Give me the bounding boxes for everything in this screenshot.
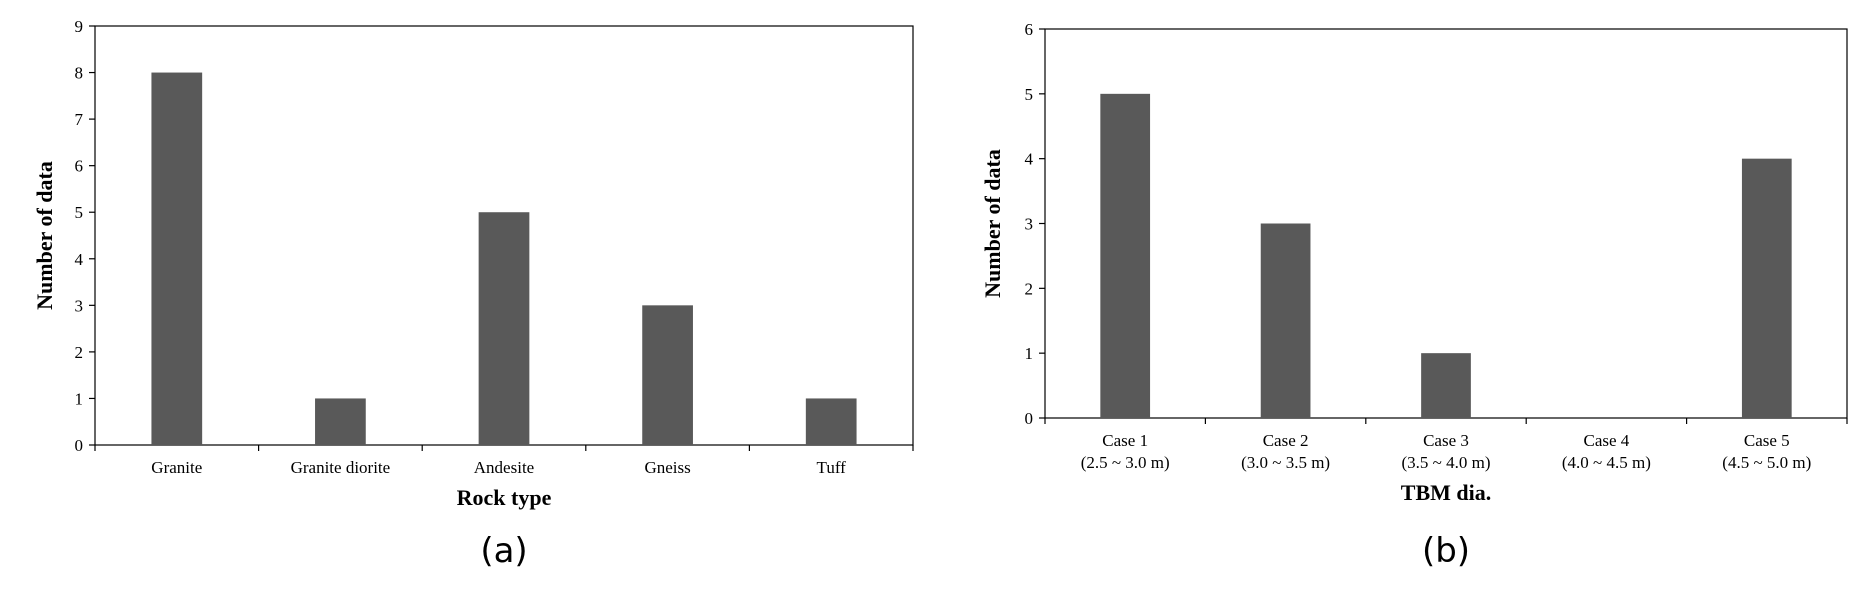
y-tick-label: 9 bbox=[75, 17, 84, 36]
y-tick-label: 4 bbox=[75, 250, 84, 269]
x-axis-title: Rock type bbox=[457, 485, 552, 510]
y-tick-label: 0 bbox=[75, 436, 84, 455]
y-tick-label: 5 bbox=[75, 203, 84, 222]
chart-b: 0 1 2 3 4 5 6 Case 1 (2.5 ~ 3.0 m) Case 2 (3.0 ~ 3… bbox=[980, 20, 1848, 571]
x-tick-label: Tuff bbox=[817, 458, 847, 477]
y-axis-title: Number of data bbox=[32, 161, 57, 310]
panel-label: (a) bbox=[480, 531, 527, 571]
bar bbox=[805, 398, 857, 445]
y-axis-title: Number of data bbox=[980, 149, 1005, 298]
x-tick-label: Andesite bbox=[474, 458, 534, 477]
bar bbox=[1741, 158, 1792, 418]
y-tick-label: 1 bbox=[75, 389, 84, 408]
x-tick-label: Granite diorite bbox=[291, 458, 391, 477]
x-axis-title: TBM dia. bbox=[1401, 480, 1491, 505]
x-tick-label: Case 1 bbox=[1102, 431, 1148, 450]
panel-label: (b) bbox=[1422, 531, 1470, 571]
x-tick-label: (3.0 ~ 3.5 m) bbox=[1241, 453, 1330, 472]
y-tick-label: 6 bbox=[75, 157, 84, 176]
y-tick-label: 3 bbox=[1025, 215, 1034, 234]
bar bbox=[151, 72, 203, 446]
y-tick-label: 7 bbox=[75, 110, 84, 129]
x-tick-label: (4.0 ~ 4.5 m) bbox=[1562, 453, 1651, 472]
x-tick-label: Case 4 bbox=[1584, 431, 1630, 450]
x-tick-label: (4.5 ~ 5.0 m) bbox=[1722, 453, 1811, 472]
y-tick-label: 3 bbox=[75, 296, 84, 315]
y-tick-label: 2 bbox=[75, 343, 84, 362]
x-tick-label: Gneiss bbox=[644, 458, 690, 477]
bar bbox=[1260, 223, 1311, 418]
x-tick-label: (2.5 ~ 3.0 m) bbox=[1081, 453, 1170, 472]
y-tick-label: 8 bbox=[75, 64, 84, 83]
x-tick-label: Case 5 bbox=[1744, 431, 1790, 450]
x-tick-label: Case 3 bbox=[1423, 431, 1469, 450]
y-tick-label: 4 bbox=[1025, 150, 1034, 169]
x-tick-label: (3.5 ~ 4.0 m) bbox=[1402, 453, 1491, 472]
bar bbox=[1421, 353, 1471, 418]
chart-a: 0 1 2 3 4 5 6 7 8 9 Granite Granite diorite Andesite… bbox=[32, 17, 914, 571]
bar bbox=[1100, 93, 1151, 418]
bar bbox=[478, 212, 530, 445]
bar bbox=[315, 398, 366, 445]
y-tick-label: 6 bbox=[1025, 20, 1034, 39]
x-tick-label: Case 2 bbox=[1263, 431, 1309, 450]
bar bbox=[642, 305, 693, 445]
y-tick-label: 5 bbox=[1025, 85, 1034, 104]
y-tick-label: 2 bbox=[1025, 279, 1034, 298]
x-tick-label: Granite bbox=[151, 458, 202, 477]
y-tick-label: 0 bbox=[1025, 409, 1034, 428]
y-tick-label: 1 bbox=[1025, 344, 1034, 363]
